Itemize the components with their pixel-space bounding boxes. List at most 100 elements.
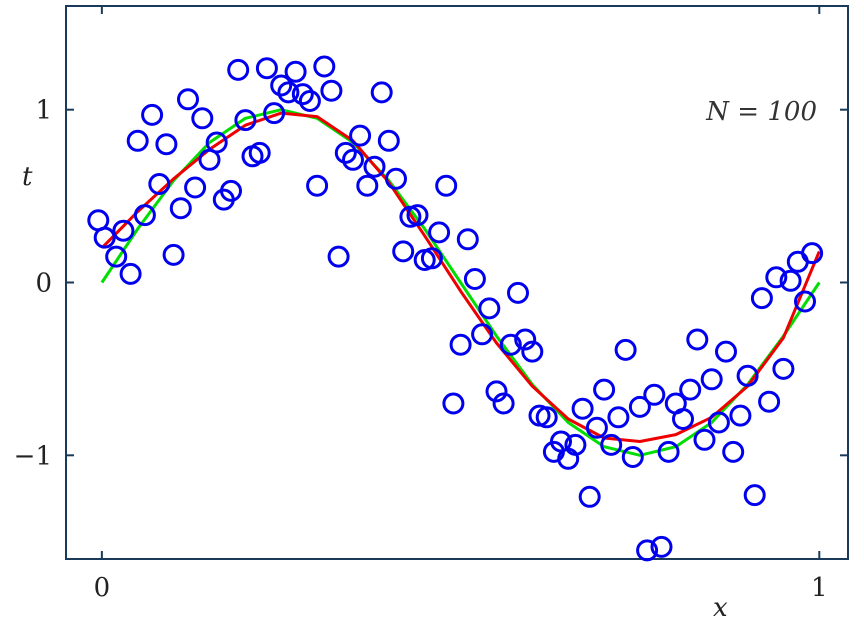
data-point bbox=[779, 269, 802, 292]
data-point bbox=[342, 148, 364, 171]
data-point bbox=[327, 245, 350, 268]
data-point bbox=[672, 408, 694, 430]
plot-frame bbox=[65, 5, 849, 560]
data-point bbox=[334, 141, 357, 164]
data-point bbox=[614, 338, 637, 361]
data-point bbox=[442, 392, 465, 415]
data-point bbox=[628, 395, 651, 418]
y-tick-label: −1 bbox=[14, 441, 52, 471]
data-point bbox=[248, 141, 271, 164]
data-point bbox=[291, 83, 314, 106]
data-point bbox=[750, 287, 773, 310]
data-point bbox=[370, 81, 393, 104]
data-point bbox=[593, 378, 616, 401]
data-point bbox=[722, 440, 745, 463]
data-point bbox=[141, 103, 164, 126]
data-point bbox=[155, 133, 178, 156]
x-tick-label: 1 bbox=[811, 573, 828, 603]
data-point bbox=[449, 333, 472, 356]
data-point bbox=[535, 406, 558, 429]
data-point bbox=[105, 245, 128, 268]
data-point bbox=[600, 433, 623, 456]
data-point bbox=[607, 406, 630, 429]
data-point bbox=[298, 90, 321, 112]
data-point bbox=[478, 297, 501, 320]
y-axis-label: t bbox=[22, 162, 33, 192]
x-tick-label: 0 bbox=[94, 573, 111, 603]
data-point bbox=[686, 328, 709, 351]
data-point bbox=[499, 333, 522, 356]
data-point bbox=[564, 433, 587, 456]
data-point bbox=[772, 357, 795, 380]
data-point bbox=[220, 179, 242, 202]
data-point bbox=[801, 242, 824, 265]
data-point bbox=[693, 428, 716, 451]
data-point bbox=[435, 174, 458, 197]
data-point bbox=[715, 340, 737, 363]
data-point bbox=[277, 81, 300, 104]
ticks bbox=[66, 6, 848, 559]
data-point bbox=[169, 197, 192, 220]
data-point bbox=[657, 440, 680, 463]
data-point bbox=[521, 340, 544, 363]
data-point bbox=[514, 328, 537, 351]
data-point bbox=[119, 262, 142, 285]
data-point bbox=[406, 204, 429, 227]
data-point bbox=[162, 243, 185, 266]
data-point bbox=[571, 397, 594, 420]
data-point bbox=[794, 290, 816, 313]
data-point bbox=[428, 221, 451, 244]
data-point bbox=[234, 109, 257, 132]
true-curve-line bbox=[100, 108, 821, 457]
fit-curve-line bbox=[100, 111, 821, 443]
data-point bbox=[227, 58, 250, 81]
data-point bbox=[270, 74, 293, 97]
data-point bbox=[743, 484, 766, 507]
data-point bbox=[255, 57, 278, 80]
data-point bbox=[148, 173, 171, 195]
data-point bbox=[758, 390, 781, 413]
data-point bbox=[313, 55, 336, 78]
data-point bbox=[184, 176, 207, 199]
data-point bbox=[456, 228, 479, 251]
data-point bbox=[621, 446, 644, 468]
data-point bbox=[736, 364, 759, 387]
data-point bbox=[263, 102, 286, 125]
data-point bbox=[112, 219, 135, 242]
data-point bbox=[643, 383, 666, 406]
data-points bbox=[87, 55, 824, 562]
data-point bbox=[93, 226, 116, 249]
data-point bbox=[679, 378, 702, 401]
data-point bbox=[306, 174, 329, 197]
data-point bbox=[349, 124, 372, 147]
data-point bbox=[392, 240, 415, 263]
data-point bbox=[700, 368, 723, 391]
data-point bbox=[177, 88, 199, 111]
tick-labels: 0 1 1 0 −1 bbox=[14, 96, 828, 603]
data-point bbox=[363, 155, 386, 178]
data-point bbox=[284, 60, 307, 83]
data-point bbox=[463, 268, 486, 290]
data-point bbox=[636, 539, 659, 562]
data-point bbox=[133, 204, 156, 227]
data-point bbox=[507, 281, 529, 304]
sample-size-annotation: N = 100 bbox=[705, 97, 817, 127]
data-point bbox=[191, 107, 214, 130]
data-point bbox=[126, 129, 149, 152]
data-point bbox=[385, 167, 407, 190]
data-point bbox=[729, 404, 752, 427]
data-point bbox=[471, 323, 494, 346]
data-point bbox=[765, 266, 788, 289]
data-point bbox=[356, 174, 379, 197]
data-point bbox=[492, 392, 515, 415]
data-point bbox=[205, 131, 228, 154]
curves bbox=[100, 108, 821, 457]
data-point bbox=[650, 535, 673, 558]
data-point bbox=[578, 485, 601, 508]
data-point bbox=[420, 247, 443, 270]
data-point bbox=[320, 79, 343, 102]
data-point bbox=[485, 380, 508, 403]
data-point bbox=[377, 129, 400, 152]
data-point bbox=[707, 411, 730, 434]
